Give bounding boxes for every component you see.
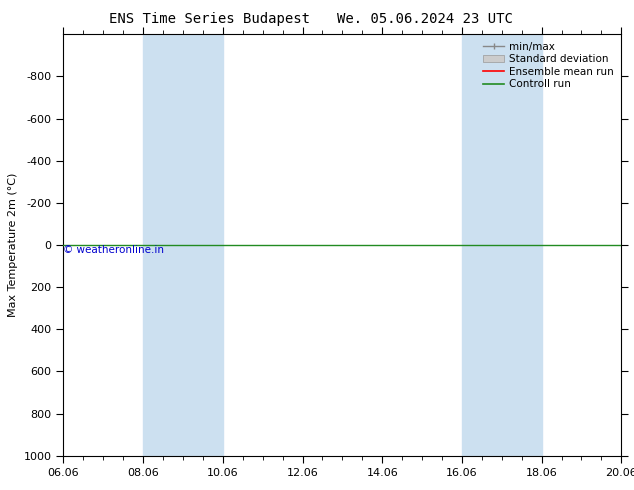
Text: We. 05.06.2024 23 UTC: We. 05.06.2024 23 UTC [337,12,513,26]
Text: © weatheronline.in: © weatheronline.in [63,245,164,255]
Text: ENS Time Series Budapest: ENS Time Series Budapest [108,12,310,26]
Y-axis label: Max Temperature 2m (°C): Max Temperature 2m (°C) [8,173,18,317]
Legend: min/max, Standard deviation, Ensemble mean run, Controll run: min/max, Standard deviation, Ensemble me… [481,40,616,92]
Bar [462,34,541,456]
Bar [143,34,223,456]
